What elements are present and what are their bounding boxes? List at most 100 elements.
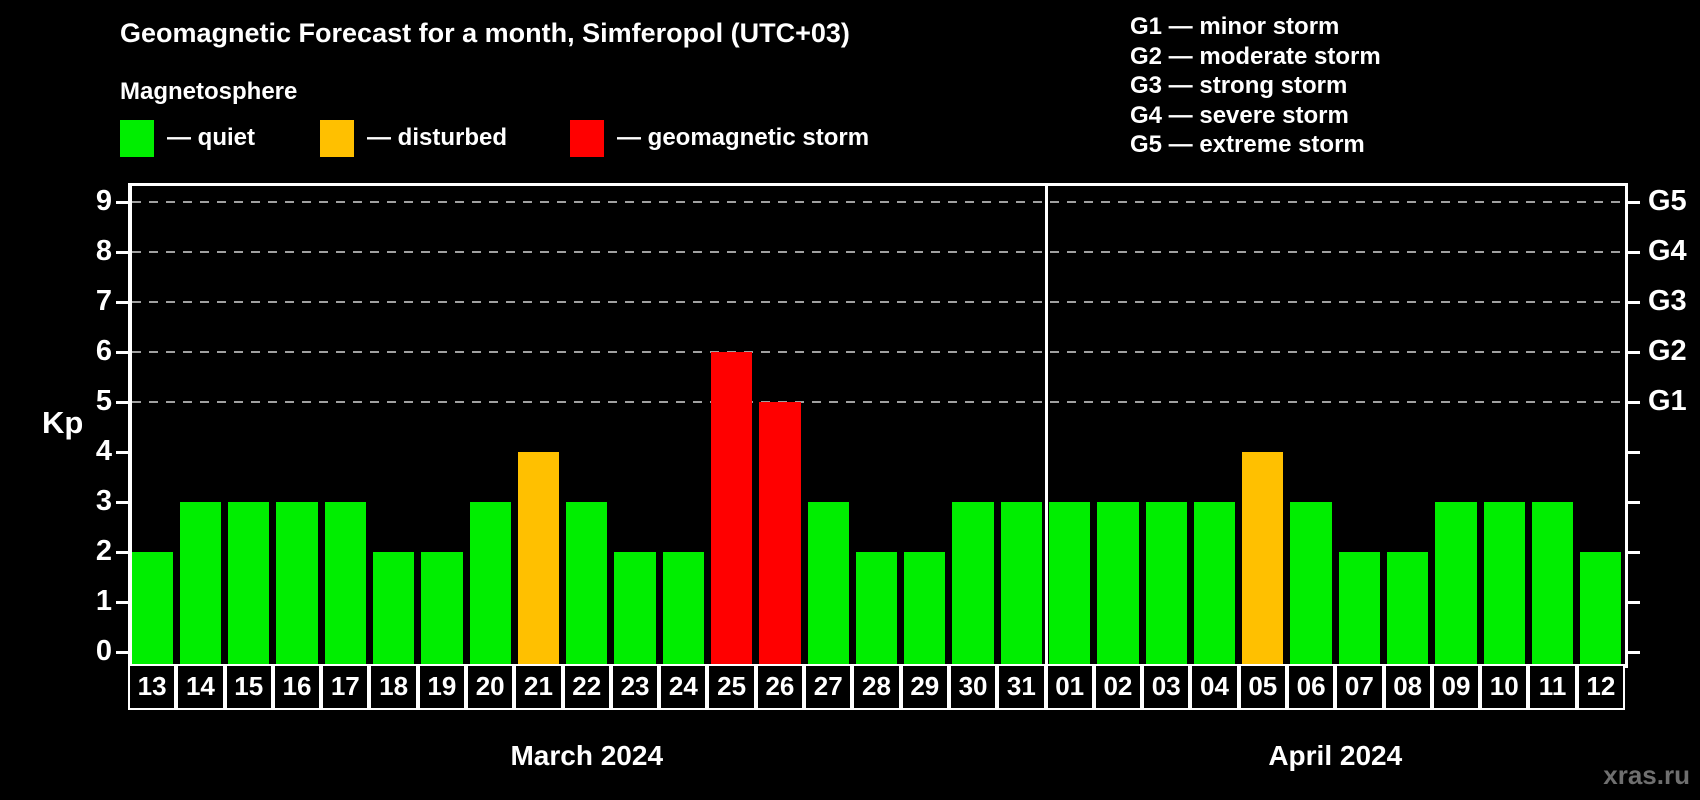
tick-right-kp2 [1628,551,1640,554]
date-box-march-28: 28 [852,664,901,710]
date-box-march-22: 22 [562,664,611,710]
date-box-march-19: 19 [417,664,467,710]
bar-march-20 [469,502,511,668]
tick-left-kp5 [116,401,128,404]
tick-right-kp9 [1628,201,1640,204]
date-box-april-03: 03 [1142,664,1191,710]
bar-april-09 [1435,502,1477,668]
tick-right-kp6 [1628,351,1640,354]
ytick-label-6: 6 [95,335,112,367]
bar-april-10 [1483,502,1525,668]
bar-march-29 [904,552,946,668]
date-box-march-31: 31 [997,664,1046,710]
date-box-april-06: 06 [1286,664,1336,710]
bar-march-27 [807,502,849,668]
tick-right-kp4 [1628,451,1640,454]
bar-april-03 [1145,502,1187,668]
bar-april-08 [1387,552,1429,668]
storm-scale-legend: G1 — minor storm G2 — moderate storm G3 … [1130,12,1381,160]
month-label-april: April 2024 [1268,740,1403,771]
date-box-april-10: 10 [1480,664,1529,710]
legend-item-label: — disturbed [367,124,508,151]
tick-right-kp3 [1628,501,1640,504]
bar-march-28 [855,552,898,668]
tick-right-kp7 [1628,301,1640,304]
ytick-label-4: 4 [95,435,112,467]
legend-item-label: — quiet [167,124,255,151]
y-axis-label: Kp [42,405,84,440]
ytick-label-0: 0 [95,635,112,667]
date-box-april-07: 07 [1335,664,1384,710]
bar-april-02 [1097,502,1139,668]
legend-item-label: — geomagnetic storm [617,124,870,151]
bar-march-16 [276,502,318,668]
date-box-april-11: 11 [1528,664,1577,710]
bar-march-19 [421,552,463,668]
right-axis-label-g3: G3 [1648,285,1687,317]
bar-march-18 [372,552,415,668]
date-box-april-05: 05 [1238,664,1287,710]
date-box-march-30: 30 [948,664,998,710]
date-box-march-21: 21 [514,664,563,710]
tick-left-kp3 [116,501,128,504]
bar-march-23 [614,552,656,668]
bar-march-21 [517,452,560,668]
chart-title: Geomagnetic Forecast for a month, Simfer… [120,18,850,48]
month-label-march: March 2024 [510,740,664,771]
legend-item-quiet: — quiet [120,118,255,158]
gridline-kp7 [132,301,1623,303]
bar-april-07 [1338,552,1381,668]
tick-right-kp0 [1628,651,1640,654]
date-box-march-24: 24 [659,664,708,710]
right-axis-label-g4: G4 [1648,235,1687,267]
bar-april-05 [1242,452,1284,668]
date-box-march-18: 18 [369,664,418,710]
plot-border-right [1625,183,1628,668]
legend-item-storm: — geomagnetic storm [570,118,869,158]
ytick-label-1: 1 [95,585,112,617]
date-box-march-25: 25 [707,664,756,710]
date-box-march-26: 26 [755,664,805,710]
tick-left-kp7 [116,301,128,304]
tick-left-kp4 [116,451,128,454]
date-box-april-09: 09 [1431,664,1481,710]
quiet-color-swatch [120,119,154,157]
magnetosphere-legend: — quiet — disturbed — geomagnetic storm [0,118,1100,162]
ytick-label-5: 5 [95,385,112,417]
tick-left-kp1 [116,601,128,604]
storm-scale-g4: G4 — severe storm [1130,101,1349,129]
date-box-march-27: 27 [804,664,853,710]
right-axis-label-g5: G5 [1648,185,1687,217]
bar-march-14 [179,502,222,668]
bar-march-22 [566,502,608,668]
ytick-label-9: 9 [95,185,112,217]
ytick-label-8: 8 [95,235,112,267]
gridline-kp9 [132,201,1623,203]
date-box-march-16: 16 [272,664,322,710]
date-box-april-02: 02 [1093,664,1143,710]
tick-left-kp9 [116,201,128,204]
disturbed-color-swatch [320,119,354,157]
bar-march-31 [1000,502,1042,668]
storm-scale-g5: G5 — extreme storm [1130,131,1365,158]
bar-march-30 [952,502,994,668]
bar-march-17 [324,502,366,668]
legend-item-disturbed: — disturbed [320,118,507,158]
date-box-april-12: 12 [1576,664,1625,710]
date-box-april-04: 04 [1190,664,1239,710]
storm-color-swatch [570,119,604,157]
date-box-march-14: 14 [176,664,225,710]
watermark: xras.ru [1603,760,1690,790]
date-box-march-17: 17 [321,664,370,710]
plot-border-top [128,183,1628,186]
bar-march-24 [662,552,704,668]
tick-right-kp1 [1628,601,1640,604]
date-box-march-15: 15 [224,664,273,710]
storm-scale-g3: G3 — strong storm [1130,72,1348,99]
tick-left-kp6 [116,351,128,354]
bar-april-04 [1193,502,1236,668]
date-box-march-20: 20 [466,664,515,710]
bar-march-13 [131,552,173,668]
